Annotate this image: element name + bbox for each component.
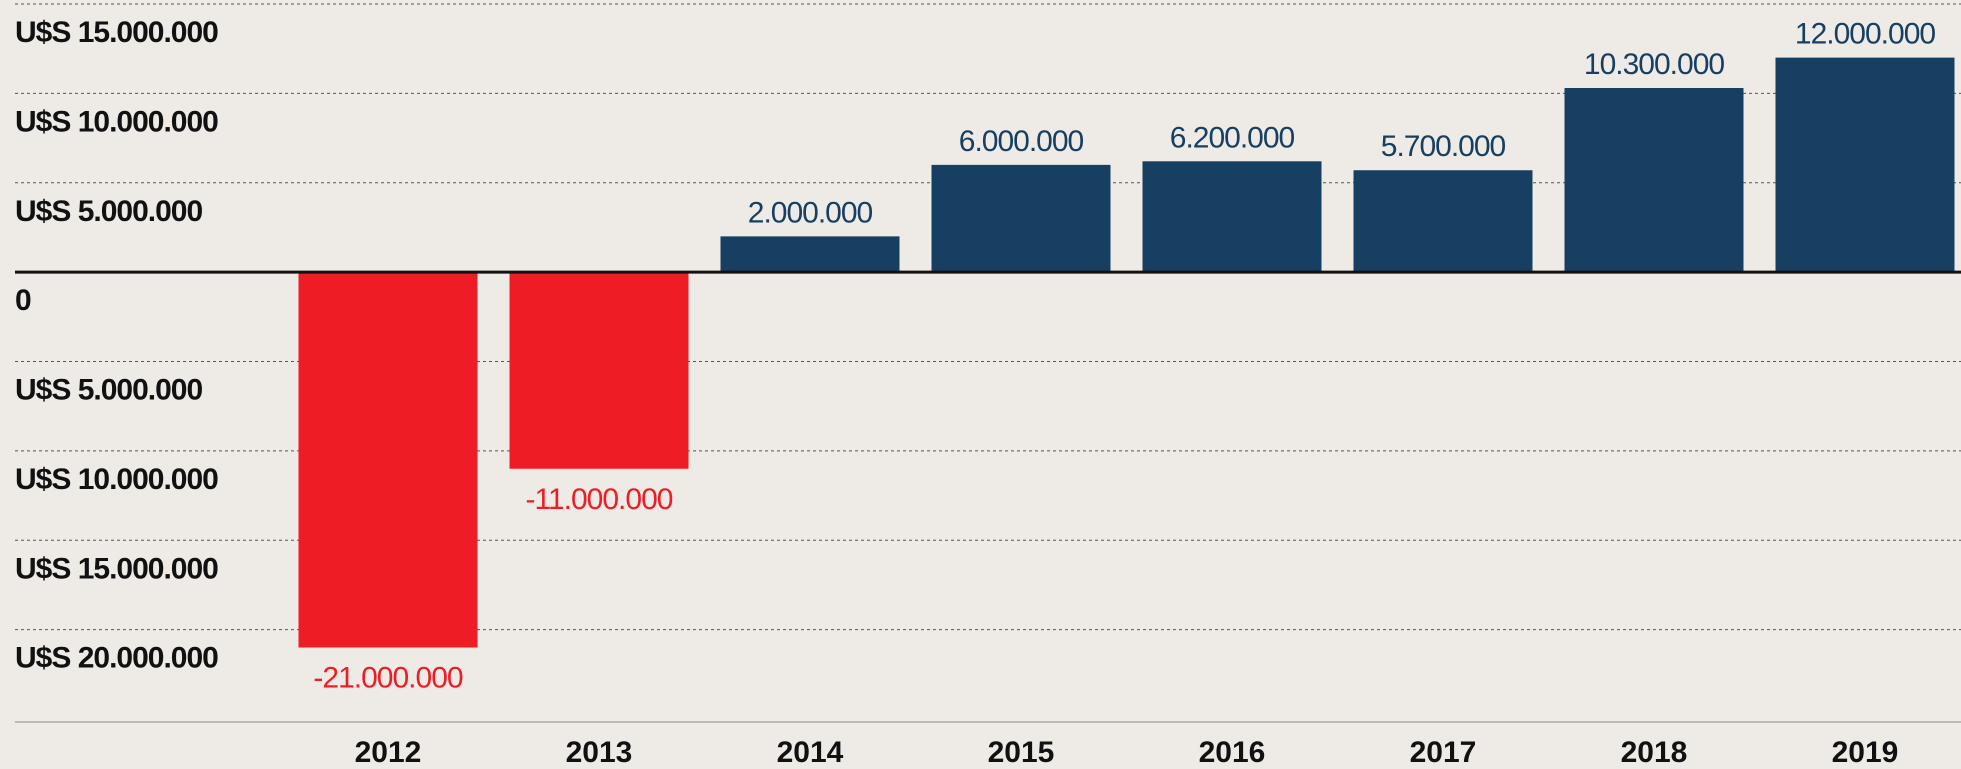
bar — [1142, 161, 1322, 273]
bar — [1353, 170, 1533, 273]
bar — [509, 272, 689, 469]
bar — [1564, 88, 1744, 273]
x-tick-label: 2019 — [1832, 736, 1899, 769]
x-tick-label: 2016 — [1199, 736, 1266, 769]
y-tick-label: 0 — [15, 284, 31, 317]
y-tick-label: U$S 15.000.000 — [15, 552, 218, 585]
x-tick-label: 2012 — [355, 736, 422, 769]
y-tick-label: U$S 15.000.000 — [15, 16, 218, 49]
x-tick-label: 2018 — [1621, 736, 1688, 769]
y-tick-label: U$S 10.000.000 — [15, 105, 218, 138]
bar — [931, 164, 1111, 273]
value-label: 12.000.000 — [1795, 18, 1935, 51]
x-tick-label: 2015 — [988, 736, 1055, 769]
x-tick-label: 2014 — [777, 736, 844, 769]
value-label: -11.000.000 — [526, 483, 673, 516]
y-tick-label: U$S 5.000.000 — [15, 195, 202, 228]
y-tick-label: U$S 5.000.000 — [15, 374, 202, 407]
value-label: 6.000.000 — [959, 125, 1084, 158]
y-tick-label: U$S 20.000.000 — [15, 642, 218, 675]
bar — [1775, 57, 1955, 273]
bar — [720, 236, 900, 273]
x-tick-label: 2013 — [566, 736, 633, 769]
y-tick-label: U$S 10.000.000 — [15, 463, 218, 496]
value-label: -21.000.000 — [313, 662, 462, 695]
value-label: 2.000.000 — [748, 196, 873, 229]
value-label: 5.700.000 — [1381, 130, 1506, 163]
value-label: 6.200.000 — [1170, 121, 1295, 154]
bar — [298, 272, 478, 648]
x-tick-label: 2017 — [1410, 736, 1477, 769]
value-label: 10.300.000 — [1584, 48, 1724, 81]
